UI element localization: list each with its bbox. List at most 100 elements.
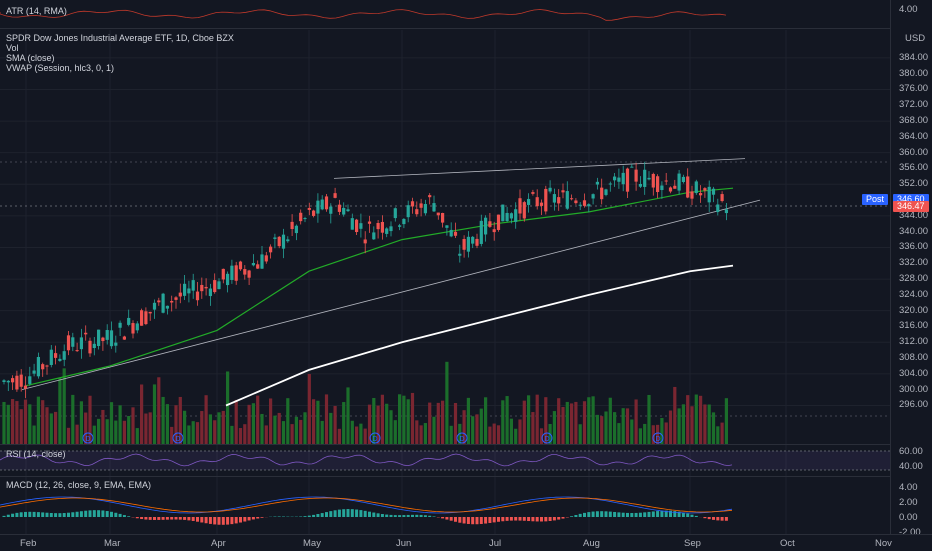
time-tick-aug: Aug [583, 538, 600, 549]
price-axis-tick: 376.00 [899, 83, 928, 94]
volume-bar [510, 419, 513, 444]
macd-histogram-bar [209, 517, 212, 524]
price-axis-tick: 304.00 [899, 368, 928, 379]
candle-body [153, 303, 156, 310]
macd-histogram-bar [721, 517, 724, 521]
candle-body [617, 178, 620, 182]
macd-histogram-bar [643, 512, 646, 517]
macd-histogram-bar [686, 514, 689, 517]
indicator-sma-label[interactable]: SMA (close) [6, 53, 55, 63]
time-tick-nov: Nov [875, 538, 892, 549]
candle-body [243, 269, 246, 275]
macd-histogram-bar [192, 517, 195, 521]
volume-bar [407, 399, 410, 444]
candle-body [630, 167, 633, 168]
candle-body [549, 188, 552, 192]
macd-histogram-bar [347, 509, 350, 517]
macd-histogram-bar [162, 517, 165, 520]
volume-bar [299, 420, 302, 444]
candle-body [41, 364, 44, 369]
candle-body [278, 237, 281, 246]
rsi-band [0, 451, 890, 470]
time-tick-mar: Mar [104, 538, 120, 549]
candle-body [97, 330, 100, 346]
candle-body [402, 219, 405, 224]
macd-histogram-bar [626, 513, 629, 517]
macd-histogram-bar [579, 514, 582, 517]
volume-bar [265, 425, 268, 444]
volume-bar [480, 409, 483, 444]
macd-histogram-bar [656, 511, 659, 517]
candle-body [690, 191, 693, 198]
macd-histogram-bar [712, 517, 715, 520]
atr-pane-separator[interactable] [0, 28, 890, 29]
macd-label[interactable]: MACD (12, 26, close, 9, EMA, EMA) [6, 480, 151, 490]
macd-histogram-bar [592, 512, 595, 517]
volume-bar [389, 410, 392, 444]
candle-body [536, 197, 539, 206]
price-axis-tick: 384.00 [899, 52, 928, 63]
volume-bar [592, 396, 595, 444]
macd-histogram-bar [342, 509, 345, 517]
macd-histogram-bar [402, 515, 405, 517]
candle-body [695, 181, 698, 193]
price-axis-tick: 324.00 [899, 289, 928, 300]
indicator-vwap-label[interactable]: VWAP (Session, hlc3, 0, 1) [6, 63, 114, 73]
macd-histogram-bar [3, 516, 6, 517]
volume-bar [385, 404, 388, 444]
volume-bar [15, 401, 18, 444]
candle-body [123, 337, 126, 340]
volume-bar [488, 427, 491, 444]
macd-histogram-bar [196, 517, 199, 522]
macd-histogram-bar [33, 512, 36, 517]
currency-label[interactable]: USD [905, 33, 925, 44]
macd-histogram-bar [596, 511, 599, 517]
candle-body [557, 197, 560, 203]
volume-bar [613, 412, 616, 444]
volume-bar [28, 404, 31, 444]
macd-histogram-bar [467, 517, 470, 524]
candle-body [192, 280, 195, 291]
candle-body [501, 205, 504, 222]
macd-histogram-bar [411, 515, 414, 517]
candle-body [316, 201, 319, 214]
atr-label[interactable]: ATR (14, RMA) [6, 6, 67, 16]
volume-bar [136, 428, 139, 444]
candle-body [213, 280, 216, 292]
candle-body [179, 293, 182, 297]
indicator-vol-label[interactable]: Vol [6, 43, 19, 53]
candle-body [510, 213, 513, 218]
volume-bar [140, 384, 143, 444]
atr-line [0, 10, 726, 21]
volume-bar [484, 397, 487, 444]
candle-body [506, 213, 509, 221]
candle-body [58, 359, 61, 361]
time-axis[interactable]: Feb Mar Apr May Jun Jul Aug Sep Oct Nov [0, 534, 932, 551]
volume-bar [432, 417, 435, 444]
macd-histogram-bar [226, 517, 229, 525]
macd-histogram-bar [716, 517, 719, 520]
candle-body [523, 202, 526, 218]
macd-pane-separator[interactable] [0, 476, 890, 477]
volume-bar [531, 412, 534, 444]
volume-bar [131, 407, 134, 444]
candle-body [445, 225, 448, 228]
macd-histogram-bar [540, 517, 543, 522]
candle-body [420, 203, 423, 207]
candle-body [475, 239, 478, 246]
rsi-label[interactable]: RSI (14, close) [6, 449, 66, 459]
candle-body [467, 237, 470, 252]
rsi-pane-separator[interactable] [0, 444, 890, 445]
candle-body [725, 209, 728, 213]
macd-histogram-bar [256, 517, 259, 519]
volume-bar [368, 405, 371, 444]
time-tick-jul: Jul [489, 538, 501, 549]
candle-body [149, 312, 152, 314]
symbol-title[interactable]: SPDR Dow Jones Industrial Average ETF, 1… [6, 33, 234, 43]
volume-bar [570, 403, 573, 444]
volume-bar [282, 421, 285, 444]
macd-histogram-bar [630, 513, 633, 517]
macd-histogram-bar [338, 510, 341, 517]
